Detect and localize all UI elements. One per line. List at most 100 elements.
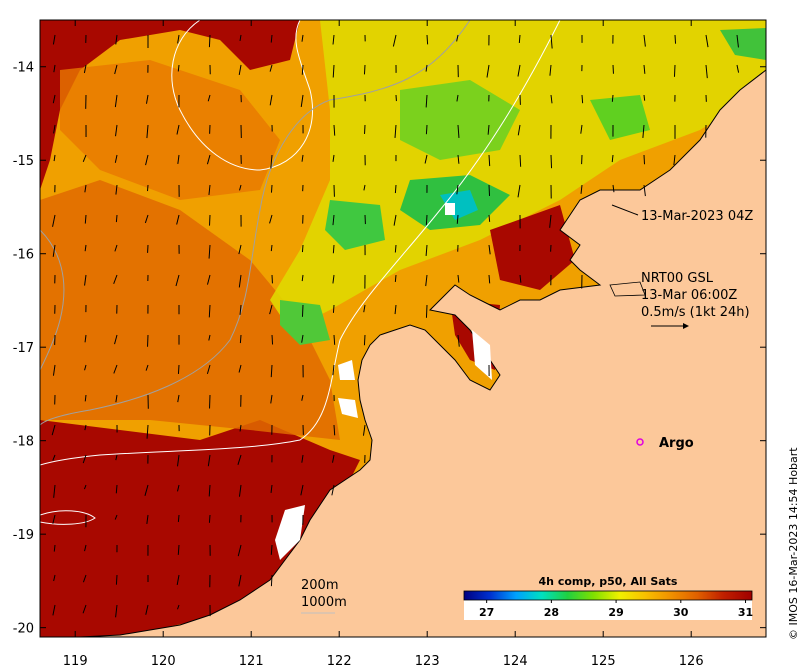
current-vector bbox=[237, 544, 242, 557]
y-tick-label: -14 bbox=[13, 61, 34, 76]
colorbar-tick-label: 30 bbox=[673, 606, 689, 619]
current-vector bbox=[301, 34, 304, 42]
sst-orange-region-north bbox=[60, 60, 280, 200]
current-vector bbox=[84, 274, 87, 286]
current-vector bbox=[52, 214, 56, 227]
sst-green-patch-3 bbox=[325, 200, 385, 250]
current-vector bbox=[611, 154, 614, 163]
current-vector bbox=[114, 154, 118, 163]
current-vector bbox=[53, 574, 56, 582]
map-plot-area bbox=[40, 20, 766, 637]
current-vector bbox=[146, 124, 149, 139]
current-vector bbox=[457, 274, 460, 283]
current-vector bbox=[517, 184, 521, 198]
current-vector bbox=[176, 214, 180, 225]
current-vector bbox=[270, 484, 273, 493]
current-vector bbox=[52, 94, 56, 104]
current-vector bbox=[424, 154, 428, 164]
current-vector bbox=[84, 394, 87, 402]
current-vector bbox=[549, 64, 552, 76]
current-vector bbox=[394, 274, 397, 282]
current-vector bbox=[550, 34, 553, 49]
current-vector bbox=[457, 154, 460, 164]
current-vector bbox=[518, 34, 521, 44]
current-vector bbox=[332, 214, 335, 226]
current-vector bbox=[238, 574, 242, 587]
current-vector bbox=[177, 394, 180, 403]
current-vector bbox=[332, 154, 335, 162]
current-vector bbox=[176, 124, 180, 135]
current-vector bbox=[238, 484, 242, 497]
x-tick-label: 119 bbox=[63, 654, 88, 669]
colorbar-gradient bbox=[463, 590, 753, 601]
credit-text: © IMOS 16-Mar-2023 14:54 Hobart bbox=[787, 447, 800, 640]
current-vector bbox=[114, 334, 118, 345]
current-vector bbox=[332, 274, 335, 284]
current-vector bbox=[580, 124, 583, 134]
current-vector bbox=[175, 274, 180, 287]
sst-green-patch-5 bbox=[590, 95, 650, 140]
current-vector bbox=[115, 574, 118, 585]
current-vector bbox=[581, 94, 584, 104]
current-vector bbox=[394, 244, 397, 253]
sst-warm-coastal-patch bbox=[490, 205, 575, 290]
current-vector bbox=[519, 274, 522, 283]
current-vector bbox=[113, 364, 118, 374]
current-vector bbox=[457, 334, 460, 347]
current-vector bbox=[176, 574, 180, 586]
current-vector bbox=[145, 604, 149, 615]
current-product-label: NRT00 GSL bbox=[641, 271, 714, 286]
current-vector bbox=[674, 34, 677, 44]
current-vector bbox=[208, 244, 211, 259]
current-vector bbox=[239, 304, 242, 315]
current-vector bbox=[207, 454, 211, 467]
current-vector bbox=[208, 304, 211, 318]
current-vector bbox=[115, 214, 118, 223]
current-vector bbox=[115, 484, 118, 494]
current-vector bbox=[114, 94, 118, 108]
current-vector bbox=[83, 64, 87, 74]
current-vector bbox=[208, 484, 211, 497]
current-vector bbox=[115, 454, 118, 461]
sst-green-patch-6 bbox=[720, 28, 766, 60]
current-vector bbox=[643, 94, 646, 101]
current-vector bbox=[332, 454, 335, 463]
current-vector bbox=[736, 64, 740, 73]
current-vector bbox=[300, 484, 304, 496]
current-vector bbox=[113, 274, 118, 285]
plot-frame bbox=[39, 19, 767, 638]
current-vector bbox=[301, 244, 304, 253]
current-vector bbox=[301, 334, 304, 343]
current-vector bbox=[394, 304, 397, 315]
bathy-200m-contour bbox=[40, 20, 471, 426]
current-vector bbox=[206, 364, 211, 374]
current-vector bbox=[52, 364, 56, 376]
sst-cyan-patch bbox=[440, 190, 478, 220]
current-vector bbox=[425, 244, 428, 257]
bathy-1000m-contour-north bbox=[171, 20, 314, 171]
current-vector bbox=[82, 574, 87, 583]
current-vector bbox=[84, 544, 87, 552]
current-vector bbox=[82, 154, 87, 163]
current-vector bbox=[425, 64, 428, 72]
current-vector bbox=[51, 424, 56, 436]
current-vector bbox=[115, 394, 118, 403]
current-vector bbox=[673, 154, 676, 166]
current-vector bbox=[206, 274, 211, 285]
current-vector bbox=[550, 94, 553, 104]
current-vector bbox=[301, 154, 304, 162]
current-vector bbox=[643, 64, 646, 74]
current-vector bbox=[487, 124, 490, 135]
coastline bbox=[79, 69, 766, 637]
sst-warm-region-south bbox=[40, 420, 360, 637]
current-vector bbox=[332, 304, 335, 313]
pass-time-leader bbox=[611, 204, 639, 216]
current-vector bbox=[425, 94, 428, 108]
current-vector bbox=[642, 124, 645, 138]
current-vector bbox=[333, 124, 336, 136]
current-vector bbox=[517, 124, 521, 136]
current-vector bbox=[52, 244, 56, 257]
colorbar-tick-label: 31 bbox=[738, 606, 753, 619]
current-vector bbox=[269, 214, 273, 224]
current-vector bbox=[673, 64, 676, 77]
